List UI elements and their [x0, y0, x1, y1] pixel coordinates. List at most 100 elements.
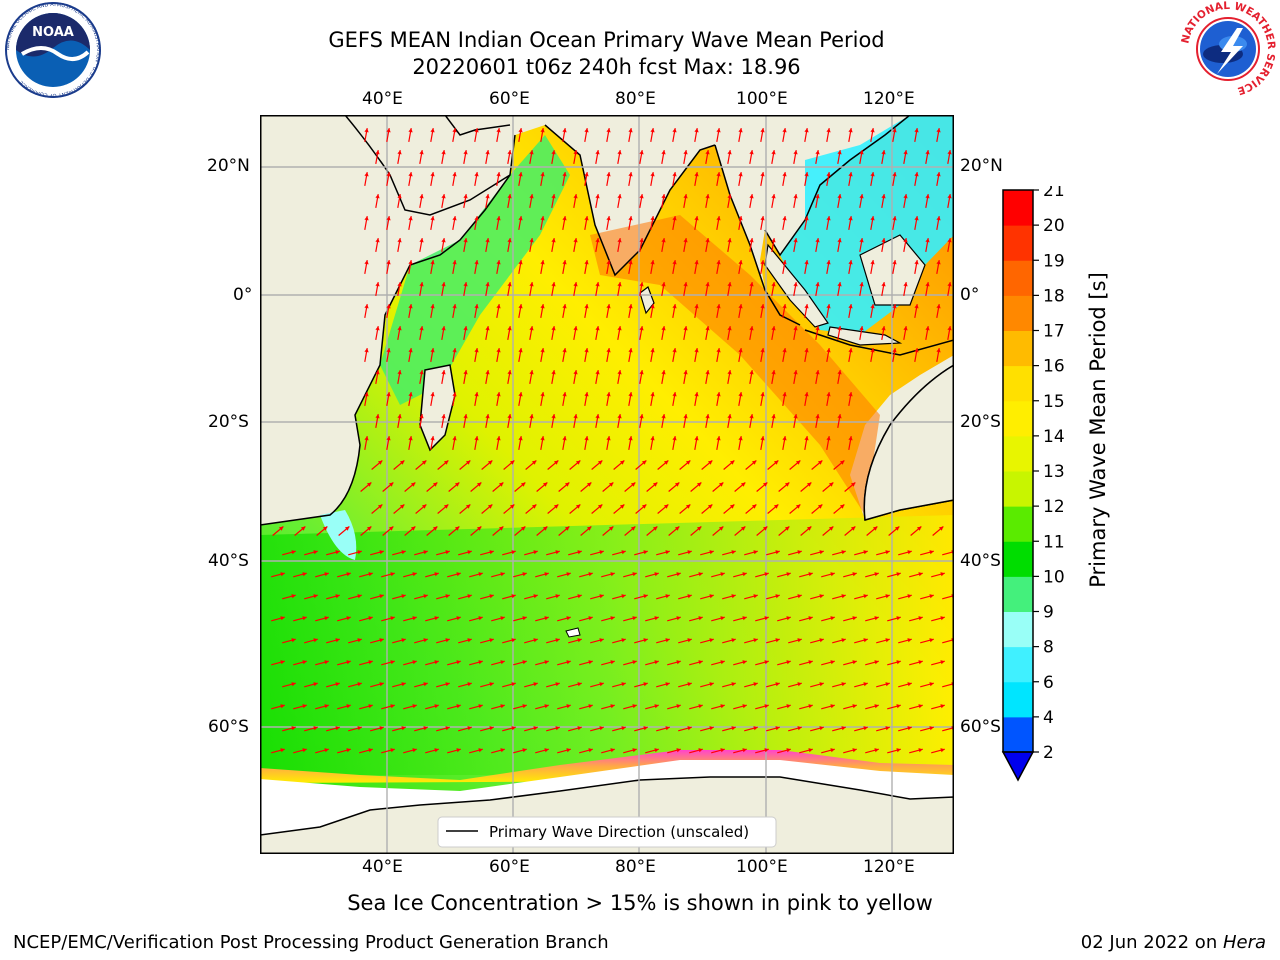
wave-direction-arrow [518, 392, 523, 406]
wave-direction-arrow [558, 526, 570, 536]
wave-direction-arrow [848, 128, 853, 142]
wave-direction-arrow [650, 304, 655, 318]
wave-direction-arrow [540, 392, 545, 406]
wave-direction-arrow [536, 526, 548, 536]
wave-direction-arrow [690, 526, 702, 536]
colorbar-tick-label: 15 [1043, 392, 1065, 412]
wave-direction-arrow [727, 150, 732, 164]
colorbar-tick-label: 9 [1043, 603, 1054, 623]
wave-direction-arrow [635, 504, 647, 514]
wave-direction-arrow [392, 682, 406, 688]
wave-direction-arrow [540, 260, 545, 274]
colorbar-segment [1003, 435, 1033, 472]
wave-direction-arrow [733, 616, 747, 622]
wave-direction-arrow [447, 704, 461, 710]
wave-direction-arrow [870, 128, 875, 142]
wave-direction-arrow [551, 282, 556, 296]
wave-direction-arrow [386, 260, 391, 274]
wave-direction-arrow [458, 682, 472, 688]
lat-tick-right-20n: 20°N [960, 156, 1003, 176]
wave-direction-arrow [540, 436, 545, 450]
wave-direction-arrow [810, 638, 824, 644]
lat-tick-left-0: 0° [233, 285, 253, 305]
wave-direction-arrow [749, 150, 754, 164]
wave-direction-arrow [914, 216, 919, 230]
wave-direction-arrow [821, 704, 835, 710]
wave-direction-arrow [304, 682, 318, 688]
wave-direction-arrow [782, 392, 787, 406]
wave-direction-arrow [788, 726, 802, 732]
wave-direction-arrow [711, 572, 725, 578]
wave-direction-arrow [826, 436, 831, 450]
wave-direction-arrow [503, 504, 515, 514]
wave-direction-arrow [700, 594, 714, 600]
sea-ice-note: Sea Ice Concentration > 15% is shown in … [347, 891, 933, 915]
noaa-logo: NATIONAL OCEANIC AND ATMOSPHERIC ADMINIS… [5, 2, 101, 98]
wave-direction-arrow [892, 128, 897, 142]
wave-direction-arrow [683, 150, 688, 164]
wave-direction-arrow [705, 414, 710, 428]
wave-direction-arrow [865, 572, 879, 578]
wave-direction-arrow [628, 436, 633, 450]
wave-direction-arrow [766, 594, 780, 600]
wave-direction-arrow [848, 304, 853, 318]
wave-direction-arrow [837, 326, 842, 340]
wave-direction-arrow [705, 282, 710, 296]
wave-direction-arrow [326, 594, 340, 600]
wave-direction-arrow [447, 748, 461, 754]
wave-direction-arrow [650, 216, 655, 230]
wave-direction-arrow [843, 616, 857, 622]
wave-direction-arrow [558, 482, 570, 492]
wave-direction-arrow [870, 172, 875, 186]
wave-direction-arrow [749, 370, 754, 384]
wave-direction-arrow [436, 594, 450, 600]
wave-direction-arrow [518, 128, 523, 142]
wave-direction-arrow [804, 260, 809, 274]
wave-direction-arrow [914, 304, 919, 318]
wave-direction-arrow [705, 238, 710, 252]
wave-direction-arrow [705, 370, 710, 384]
wave-direction-arrow [546, 682, 560, 688]
wave-direction-arrow [375, 326, 380, 340]
wave-direction-arrow [745, 504, 757, 514]
wave-direction-arrow [771, 194, 776, 208]
wave-direction-arrow [771, 370, 776, 384]
wave-direction-arrow [337, 748, 351, 754]
wave-direction-arrow [425, 704, 439, 710]
antarctica-land [260, 776, 954, 854]
wave-direction-arrow [679, 504, 691, 514]
colorbar-tick-label: 12 [1043, 497, 1065, 517]
lon-tick-top-60e: 60°E [489, 89, 530, 109]
wave-direction-arrow [348, 726, 362, 732]
wave-direction-arrow [463, 282, 468, 296]
wave-direction-arrow [667, 660, 681, 666]
wave-direction-arrow [573, 326, 578, 340]
wave-direction-arrow [727, 194, 732, 208]
wave-direction-arrow [755, 572, 769, 578]
wave-direction-arrow [502, 550, 516, 556]
wave-direction-arrow [485, 238, 490, 252]
wave-direction-arrow [854, 726, 868, 732]
wave-direction-arrow [441, 282, 446, 296]
wave-direction-arrow [474, 128, 479, 142]
wave-direction-arrow [595, 150, 600, 164]
wave-direction-arrow [359, 660, 373, 666]
wave-direction-arrow [568, 638, 582, 644]
wave-direction-arrow [507, 238, 512, 252]
wave-direction-arrow [375, 370, 380, 384]
wave-direction-arrow [749, 238, 754, 252]
wave-direction-arrow [382, 482, 394, 492]
wave-direction-arrow [282, 682, 296, 688]
wave-direction-arrow [826, 128, 831, 142]
wave-direction-arrow [304, 726, 318, 732]
wave-direction-arrow [397, 370, 402, 384]
wave-direction-arrow [656, 594, 670, 600]
wave-direction-arrow [364, 128, 369, 142]
wave-direction-arrow [925, 282, 930, 296]
wave-direction-arrow [441, 326, 446, 340]
wave-direction-arrow [469, 660, 483, 666]
wave-direction-arrow [546, 726, 560, 732]
wave-direction-arrow [843, 704, 857, 710]
wave-direction-arrow [601, 572, 615, 578]
wave-direction-arrow [469, 704, 483, 710]
